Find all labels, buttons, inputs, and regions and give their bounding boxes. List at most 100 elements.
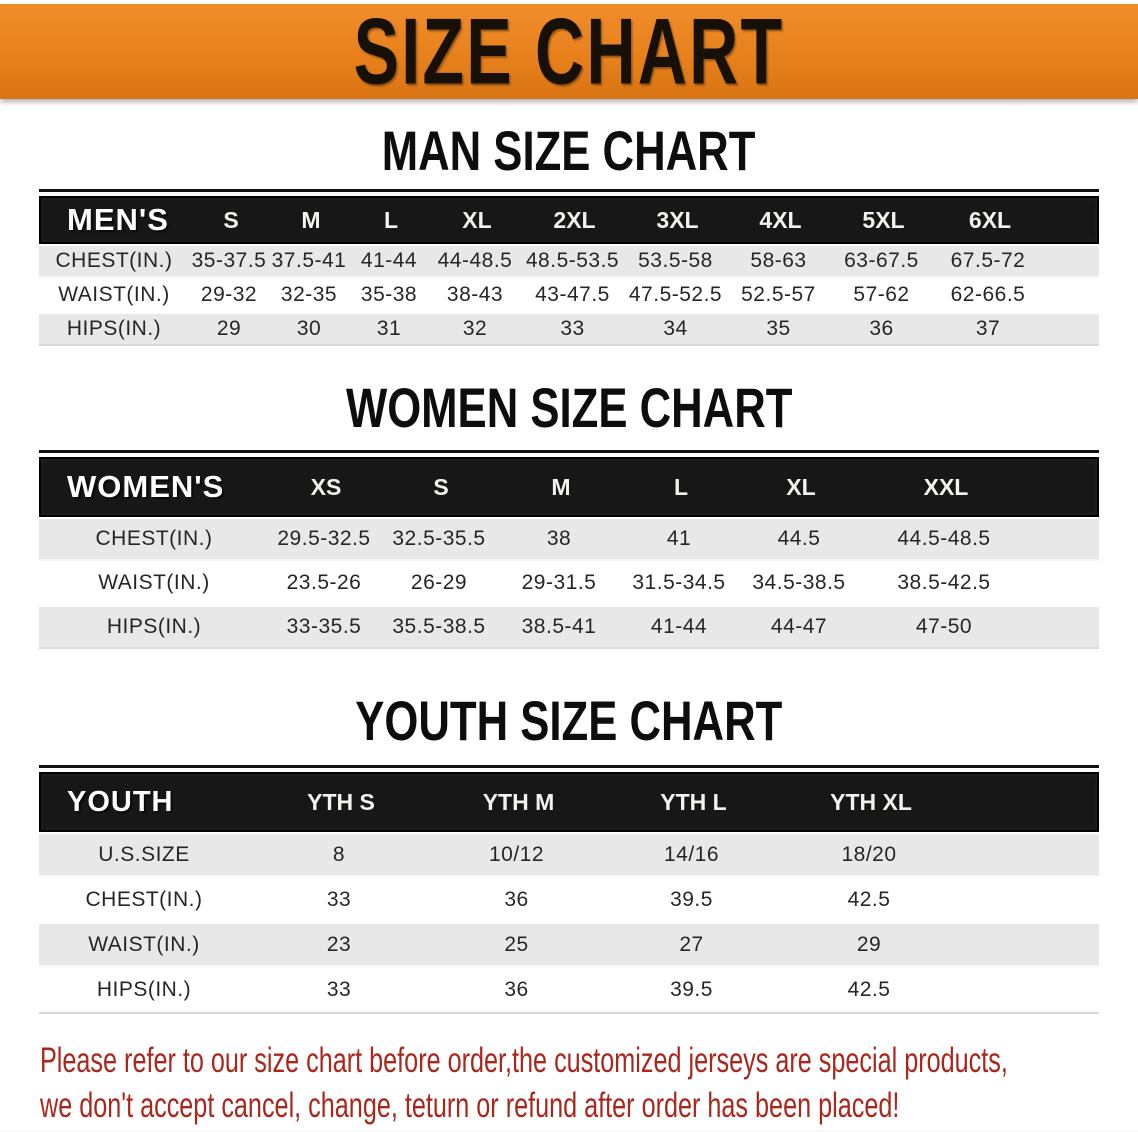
size-column-header: L [673, 473, 689, 500]
size-value-cell: 53.5-58 [638, 249, 713, 272]
size-value-cell: 47.5-52.5 [628, 283, 723, 306]
size-column-header: YTH M [482, 788, 555, 815]
row-label: WAIST(IN.) [88, 932, 200, 956]
size-value-cell: 32-35 [280, 283, 338, 306]
size-chart-banner: SIZE CHART [0, 4, 1138, 99]
youth-table-header-row: YOUTH YTH S YTH M YTH L YTH XL [39, 772, 1099, 832]
size-value-cell: 36 [504, 977, 529, 1001]
size-value-cell: 29 [216, 317, 242, 340]
size-value-cell: 36 [504, 887, 529, 911]
size-column-header: 5XL [862, 206, 905, 233]
table-top-rule [39, 765, 1099, 768]
size-value-cell: 44.5-48.5 [897, 527, 991, 550]
size-value-cell: 26-29 [410, 571, 468, 594]
men-table-corner-label: MEN'S [67, 202, 169, 237]
row-label: HIPS(IN.) [66, 317, 162, 340]
size-value-cell: 41 [666, 527, 692, 550]
size-value-cell: 35-37.5 [191, 249, 267, 272]
size-column-header: 6XL [968, 206, 1012, 233]
row-label: CHEST(IN.) [95, 527, 213, 550]
youth-section-heading: YOUTH SIZE CHART [0, 689, 1138, 752]
size-value-cell: 41-44 [360, 249, 418, 272]
women-table-header-row: WOMEN'S XS S M L XL XXL [39, 457, 1099, 517]
disclaimer: Please refer to our size chart before or… [40, 1038, 1138, 1128]
size-value-cell: 32.5-35.5 [392, 527, 486, 550]
size-column-header: XXL [923, 473, 969, 500]
size-value-cell: 62-66.5 [950, 283, 1026, 306]
row-label: WAIST(IN.) [98, 571, 210, 594]
size-value-cell: 14/16 [663, 842, 720, 866]
size-column-header: 4XL [759, 206, 802, 233]
size-value-cell: 33 [560, 317, 585, 340]
size-value-cell: 33 [326, 887, 352, 911]
size-column-header: YTH S [307, 788, 375, 815]
size-value-cell: 35 [766, 317, 791, 340]
row-label: WAIST(IN.) [58, 283, 170, 306]
men-waist-row: WAIST(IN.) 29-32 32-35 35-38 38-43 43-47… [39, 278, 1099, 312]
table-top-rule [39, 189, 1099, 192]
youth-waist-row: WAIST(IN.) 23 25 27 29 [39, 922, 1099, 967]
size-value-cell: 35.5-38.5 [392, 615, 486, 638]
youth-ussize-row: U.S.SIZE 8 10/12 14/16 18/20 [39, 832, 1099, 877]
size-value-cell: 67.5-72 [950, 249, 1026, 272]
size-value-cell: 33-35.5 [286, 615, 362, 638]
size-value-cell: 30 [296, 317, 322, 340]
size-value-cell: 42.5 [847, 977, 891, 1001]
row-label: HIPS(IN.) [96, 977, 192, 1001]
row-label: U.S.SIZE [98, 842, 190, 866]
size-value-cell: 38-43 [446, 283, 504, 306]
men-chest-row: CHEST(IN.) 35-37.5 37.5-41 41-44 44-48.5… [39, 244, 1099, 278]
size-value-cell: 25 [504, 932, 529, 956]
disclaimer-line-1-text: Please refer to our size chart before or… [40, 1041, 1008, 1080]
youth-hips-row: HIPS(IN.) 33 36 39.5 42.5 [39, 967, 1099, 1014]
size-column-header: M [301, 206, 321, 233]
disclaimer-line-1: Please refer to our size chart before or… [40, 1038, 1138, 1083]
size-value-cell: 18/20 [841, 842, 897, 866]
size-value-cell: 44.5 [777, 527, 821, 550]
women-chest-row: CHEST(IN.) 29.5-32.5 32.5-35.5 38 41 44.… [39, 517, 1099, 561]
size-value-cell: 31 [376, 317, 402, 340]
men-size-table: MEN'S S M L XL 2XL 3XL 4XL 5XL 6XL CHEST… [39, 189, 1099, 346]
women-section-heading: WOMEN SIZE CHART [0, 380, 1138, 436]
size-value-cell: 29.5-32.5 [277, 527, 371, 550]
size-column-header: XL [462, 206, 492, 233]
size-value-cell: 43-47.5 [535, 283, 610, 306]
youth-chest-row: CHEST(IN.) 33 36 39.5 42.5 [39, 877, 1099, 922]
banner-title: SIZE CHART [353, 0, 785, 104]
size-column-header: L [383, 206, 399, 233]
size-column-header: XS [310, 473, 342, 500]
size-value-cell: 35-38 [360, 283, 418, 306]
size-value-cell: 27 [679, 932, 704, 956]
table-top-rule [39, 450, 1099, 453]
size-value-cell: 29-31.5 [521, 571, 597, 594]
size-value-cell: 31.5-34.5 [632, 571, 726, 594]
size-column-header: M [551, 473, 571, 500]
size-column-header: YTH XL [830, 788, 912, 815]
size-value-cell: 10/12 [488, 842, 545, 866]
size-column-header: YTH L [660, 788, 727, 815]
size-value-cell: 37.5-41 [271, 249, 347, 272]
size-value-cell: 34.5-38.5 [752, 571, 846, 594]
size-value-cell: 41-44 [650, 615, 708, 638]
size-column-header: S [433, 473, 449, 500]
size-value-cell: 38.5-41 [521, 615, 597, 638]
youth-size-table: YOUTH YTH S YTH M YTH L YTH XL U.S.SIZE … [39, 765, 1099, 1014]
women-waist-row: WAIST(IN.) 23.5-26 26-29 29-31.5 31.5-34… [39, 561, 1099, 605]
size-value-cell: 48.5-53.5 [525, 249, 620, 272]
size-value-cell: 38.5-42.5 [897, 571, 991, 594]
size-value-cell: 57-62 [853, 283, 910, 306]
size-value-cell: 32 [462, 317, 488, 340]
size-value-cell: 23.5-26 [286, 571, 362, 594]
row-label: CHEST(IN.) [55, 249, 173, 272]
size-value-cell: 29-32 [200, 283, 258, 306]
size-value-cell: 63-67.5 [844, 249, 919, 272]
size-value-cell: 39.5 [670, 887, 713, 911]
youth-section-heading-text: YOUTH SIZE CHART [355, 689, 783, 752]
size-value-cell: 58-63 [750, 249, 807, 272]
size-chart-page: SIZE CHART MAN SIZE CHART MEN'S S M L XL… [0, 4, 1138, 1132]
page-bottom-edge [0, 1130, 1138, 1132]
size-value-cell: 29 [856, 932, 882, 956]
size-column-header: 3XL [656, 206, 699, 233]
women-hips-row: HIPS(IN.) 33-35.5 35.5-38.5 38.5-41 41-4… [39, 605, 1099, 649]
men-section-heading-text: MAN SIZE CHART [382, 119, 756, 182]
